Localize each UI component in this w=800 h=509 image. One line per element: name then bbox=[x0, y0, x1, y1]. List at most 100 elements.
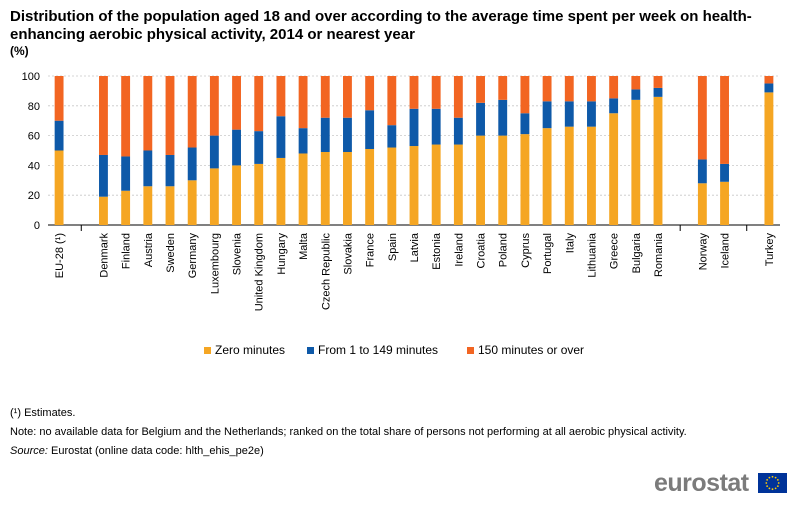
eu-flag-star bbox=[777, 482, 780, 484]
bar-segment-series-1 bbox=[165, 186, 175, 225]
bar-segment-series-1 bbox=[99, 196, 108, 225]
bar-segment-series-1 bbox=[121, 190, 131, 225]
eu-flag-star bbox=[774, 487, 777, 490]
source-text: Eurostat (online data code: hlth_ehis_pe… bbox=[50, 445, 264, 457]
bar-segment-series-3 bbox=[320, 76, 330, 118]
bar-segment-series-2 bbox=[697, 159, 707, 184]
bar-segment-series-2 bbox=[542, 101, 552, 129]
x-tick-label: Hungary bbox=[276, 233, 288, 275]
logo-text: eurostat bbox=[654, 469, 749, 497]
unit-label: (%) bbox=[10, 44, 29, 58]
y-tick-label: 80 bbox=[28, 101, 40, 113]
bar-segment-series-3 bbox=[564, 76, 574, 102]
x-tick-label: Finland bbox=[121, 233, 133, 269]
bar-segment-series-3 bbox=[209, 76, 219, 136]
x-tick-label: Italy bbox=[564, 233, 576, 254]
bar-segment-series-2 bbox=[653, 87, 663, 97]
bar-segment-series-1 bbox=[453, 144, 463, 225]
x-tick-label: Romania bbox=[653, 232, 665, 277]
eu-flag-star bbox=[771, 475, 774, 478]
bar-segment-series-2 bbox=[232, 129, 241, 166]
legend-swatch bbox=[467, 347, 474, 354]
legend-swatch bbox=[307, 347, 314, 354]
bar-segment-series-2 bbox=[54, 120, 64, 151]
bar-segment-series-2 bbox=[431, 108, 441, 145]
x-tick-label: Slovakia bbox=[342, 232, 354, 274]
x-tick-label: Cyprus bbox=[520, 233, 532, 268]
bar-segment-series-1 bbox=[653, 96, 663, 225]
x-tick-label: Norway bbox=[697, 233, 709, 271]
bar-segment-series-2 bbox=[165, 154, 175, 187]
bar-segment-series-1 bbox=[697, 183, 707, 225]
x-tick-label: Malta bbox=[298, 232, 310, 260]
bar-segment-series-3 bbox=[498, 76, 508, 100]
footnote-marker: (¹) bbox=[10, 407, 21, 419]
bar-segment-series-3 bbox=[143, 76, 153, 151]
x-tick-label: United Kingdom bbox=[254, 233, 266, 311]
bar-segment-series-1 bbox=[320, 151, 330, 225]
bar-segment-series-1 bbox=[564, 126, 574, 225]
y-tick-label: 0 bbox=[34, 220, 40, 232]
bar-segment-series-1 bbox=[609, 113, 619, 225]
bar-segment-series-1 bbox=[209, 168, 219, 225]
bar-segment-series-1 bbox=[631, 99, 641, 225]
x-tick-label: Croatia bbox=[476, 232, 488, 268]
x-tick-label: EU-28 (¹) bbox=[54, 233, 66, 278]
eu-flag-star bbox=[776, 479, 779, 481]
x-tick-label: Estonia bbox=[431, 232, 443, 270]
legend-label: From 1 to 149 minutes bbox=[318, 343, 438, 357]
x-tick-label: Luxembourg bbox=[209, 233, 221, 294]
bar-segment-series-3 bbox=[587, 76, 596, 102]
bar-segment-series-3 bbox=[542, 76, 552, 102]
bar-segment-series-3 bbox=[631, 76, 641, 90]
x-tick-label: Lithuania bbox=[586, 232, 598, 278]
bar-segment-series-3 bbox=[99, 76, 108, 155]
bar-segment-series-3 bbox=[387, 76, 397, 126]
bar-segment-series-2 bbox=[298, 128, 308, 154]
eu-flag-background bbox=[758, 473, 787, 493]
bar-segment-series-1 bbox=[542, 128, 552, 225]
bar-segment-series-3 bbox=[764, 76, 774, 84]
bar-segment-series-1 bbox=[498, 135, 508, 225]
bar-segment-series-2 bbox=[609, 98, 619, 114]
source-line: Source: Eurostat (online data code: hlth… bbox=[10, 442, 687, 461]
bar-segment-series-3 bbox=[298, 76, 308, 129]
bar-segment-series-3 bbox=[54, 76, 64, 121]
bar-segment-series-1 bbox=[187, 180, 197, 225]
source-label: Source: bbox=[10, 445, 48, 457]
y-tick-label: 20 bbox=[28, 190, 40, 202]
bar-segment-series-2 bbox=[365, 110, 375, 150]
bar-segment-series-1 bbox=[520, 134, 530, 225]
bar-segment-series-3 bbox=[254, 76, 264, 132]
bar-segment-series-1 bbox=[365, 149, 375, 225]
x-tick-label: Czech Republic bbox=[320, 233, 332, 311]
chart-notes: (¹) Estimates. Note: no available data f… bbox=[10, 404, 687, 461]
x-tick-label: Slovenia bbox=[232, 232, 244, 275]
bar-segment-series-2 bbox=[99, 154, 108, 197]
bar-segment-series-1 bbox=[54, 150, 64, 225]
bar-segment-series-2 bbox=[453, 117, 463, 145]
eu-flag-star bbox=[765, 482, 768, 484]
bar-segment-series-2 bbox=[387, 125, 397, 148]
x-tick-label: Bulgaria bbox=[631, 232, 643, 273]
stacked-bar-chart: 0 20 40 60 80 100 EU-28 (¹) Denmark Finland Austr… bbox=[22, 71, 780, 357]
x-tick-label: France bbox=[365, 233, 377, 267]
bar-segment-series-3 bbox=[720, 76, 729, 164]
bar-segment-series-3 bbox=[365, 76, 375, 111]
y-tick-label: 40 bbox=[28, 160, 40, 172]
eu-flag-star bbox=[771, 488, 774, 491]
bar-segment-series-2 bbox=[520, 113, 530, 135]
bar-segment-series-2 bbox=[276, 116, 286, 158]
bar-segment-series-3 bbox=[453, 76, 463, 118]
bar-segment-series-1 bbox=[720, 181, 729, 225]
bar-segment-series-1 bbox=[387, 147, 397, 225]
bar-segment-series-3 bbox=[187, 76, 197, 148]
bar-segment-series-1 bbox=[276, 157, 286, 225]
x-tick-label: Austria bbox=[143, 232, 155, 267]
legend-swatch bbox=[204, 347, 211, 354]
footnote-estimates: (¹) Estimates. bbox=[10, 404, 687, 423]
bar-segment-series-3 bbox=[232, 76, 241, 130]
bar-segment-series-1 bbox=[587, 126, 596, 225]
x-tick-label: Turkey bbox=[764, 233, 776, 267]
bar-segment-series-3 bbox=[343, 76, 352, 118]
